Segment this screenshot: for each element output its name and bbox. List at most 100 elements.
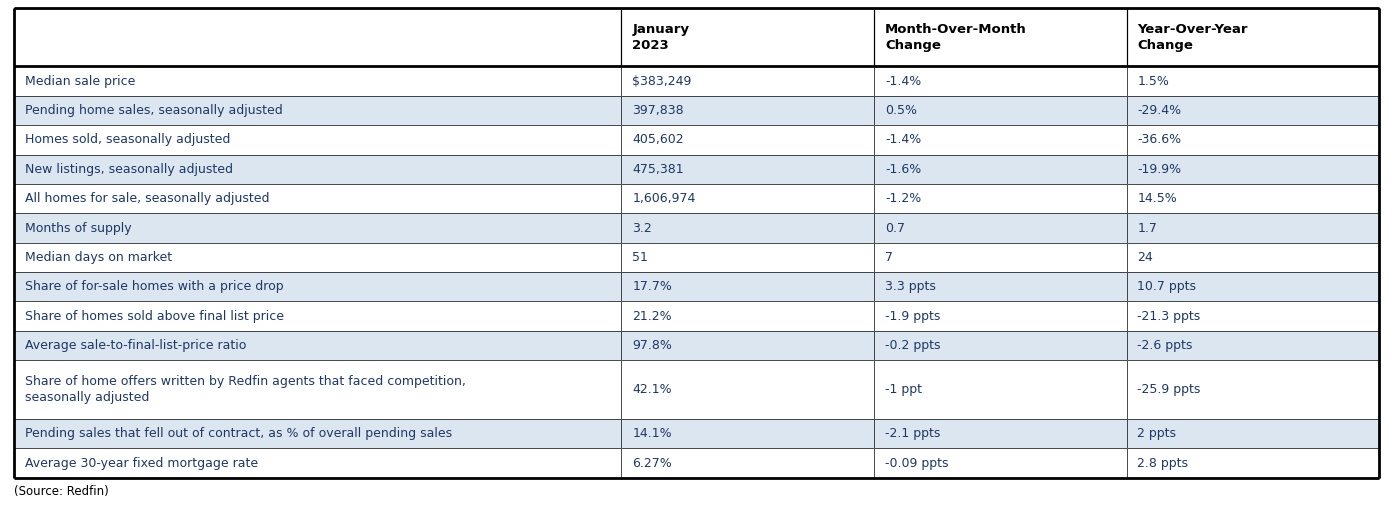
Bar [14, 214, 621, 243]
Text: -19.9%: -19.9% [1138, 163, 1181, 176]
Text: 0.5%: 0.5% [885, 104, 917, 117]
Text: -1.6%: -1.6% [885, 163, 921, 176]
Bar [1127, 154, 1379, 184]
Bar [621, 125, 873, 154]
Bar [1127, 66, 1379, 96]
Text: 1.5%: 1.5% [1138, 75, 1169, 87]
Text: Month-Over-Month
Change: Month-Over-Month Change [885, 22, 1027, 52]
Text: Homes sold, seasonally adjusted: Homes sold, seasonally adjusted [25, 133, 230, 146]
Bar [1127, 301, 1379, 331]
Bar [873, 125, 1127, 154]
Bar [14, 419, 621, 449]
Bar [873, 449, 1127, 478]
Text: 1.7: 1.7 [1138, 222, 1158, 235]
Bar [621, 96, 873, 125]
Bar [14, 243, 621, 272]
Bar [1127, 66, 1379, 96]
Bar [621, 419, 873, 449]
Bar [621, 419, 873, 449]
Text: -1.4%: -1.4% [885, 75, 921, 87]
Bar [14, 449, 621, 478]
Text: -2.1 ppts: -2.1 ppts [885, 427, 940, 440]
Bar [1127, 184, 1379, 214]
Bar [873, 184, 1127, 214]
Bar [873, 272, 1127, 301]
Bar [873, 184, 1127, 214]
Bar [14, 154, 621, 184]
Bar [621, 154, 873, 184]
Text: -1.4%: -1.4% [885, 133, 921, 146]
Text: 21.2%: 21.2% [632, 310, 671, 322]
Bar [621, 331, 873, 360]
Bar [873, 66, 1127, 96]
Text: Average sale-to-final-list-price ratio: Average sale-to-final-list-price ratio [25, 339, 247, 352]
Bar [14, 449, 621, 478]
Text: -1.2%: -1.2% [885, 192, 921, 205]
Bar [1127, 331, 1379, 360]
Bar [621, 243, 873, 272]
Bar [14, 360, 621, 419]
Text: 51: 51 [632, 251, 648, 264]
Text: 2.8 ppts: 2.8 ppts [1138, 457, 1188, 470]
Bar [1127, 8, 1379, 66]
Text: January
2023: January 2023 [632, 22, 690, 52]
Bar [1127, 301, 1379, 331]
Text: -1.9 ppts: -1.9 ppts [885, 310, 940, 322]
Text: 397,838: 397,838 [632, 104, 684, 117]
Text: -2.6 ppts: -2.6 ppts [1138, 339, 1192, 352]
Bar [1127, 8, 1379, 66]
Text: Share of for-sale homes with a price drop: Share of for-sale homes with a price dro… [25, 281, 284, 293]
Text: -1 ppt: -1 ppt [885, 383, 922, 396]
Bar [1127, 96, 1379, 125]
Bar [14, 331, 621, 360]
Bar [873, 243, 1127, 272]
Text: 3.3 ppts: 3.3 ppts [885, 281, 936, 293]
Text: Share of home offers written by Redfin agents that faced competition,
seasonally: Share of home offers written by Redfin a… [25, 375, 465, 404]
Bar [873, 301, 1127, 331]
Bar [14, 419, 621, 449]
Bar [14, 125, 621, 154]
Text: $383,249: $383,249 [632, 75, 692, 87]
Bar [14, 66, 621, 96]
Text: -0.09 ppts: -0.09 ppts [885, 457, 949, 470]
Bar [621, 243, 873, 272]
Bar [14, 243, 621, 272]
Bar [873, 96, 1127, 125]
Bar [621, 449, 873, 478]
Bar [621, 331, 873, 360]
Bar [14, 272, 621, 301]
Bar [873, 8, 1127, 66]
Bar [1127, 449, 1379, 478]
Text: Pending home sales, seasonally adjusted: Pending home sales, seasonally adjusted [25, 104, 283, 117]
Text: -0.2 ppts: -0.2 ppts [885, 339, 940, 352]
Bar [621, 214, 873, 243]
Bar [621, 184, 873, 214]
Text: 14.1%: 14.1% [632, 427, 671, 440]
Bar [14, 154, 621, 184]
Bar [873, 331, 1127, 360]
Text: 42.1%: 42.1% [632, 383, 671, 396]
Bar [14, 184, 621, 214]
Text: (Source: Redfin): (Source: Redfin) [14, 485, 109, 498]
Bar [873, 125, 1127, 154]
Bar [1127, 331, 1379, 360]
Text: Months of supply: Months of supply [25, 222, 131, 235]
Bar [1127, 449, 1379, 478]
Bar [1127, 125, 1379, 154]
Bar [1127, 272, 1379, 301]
Bar [873, 449, 1127, 478]
Bar [14, 8, 621, 66]
Bar [1127, 272, 1379, 301]
Text: New listings, seasonally adjusted: New listings, seasonally adjusted [25, 163, 233, 176]
Bar [621, 272, 873, 301]
Text: Average 30-year fixed mortgage rate: Average 30-year fixed mortgage rate [25, 457, 258, 470]
Bar [1127, 419, 1379, 449]
Bar [621, 184, 873, 214]
Bar [1127, 214, 1379, 243]
Text: 0.7: 0.7 [885, 222, 905, 235]
Bar [14, 184, 621, 214]
Text: 7: 7 [885, 251, 893, 264]
Bar [1127, 419, 1379, 449]
Bar [621, 66, 873, 96]
Bar [873, 360, 1127, 419]
